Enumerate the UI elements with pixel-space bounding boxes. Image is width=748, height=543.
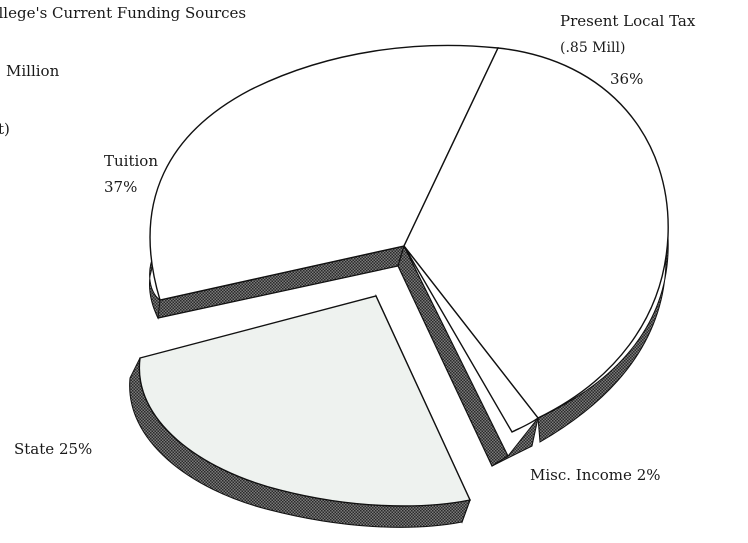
- label-local-tax-percent: 36%: [610, 70, 644, 88]
- slice-state: [138, 295, 472, 507]
- label-misc-name: Misc. Income: [530, 466, 632, 484]
- label-misc: Misc. Income 2%: [530, 466, 661, 485]
- chart-title: College's Current Funding Sources: [0, 4, 247, 22]
- label-tuition: Tuition: [104, 152, 158, 170]
- slice-tuition-outer-side: [149, 251, 161, 320]
- slice-misc: [403, 245, 539, 433]
- slice-tuition: [149, 44, 500, 301]
- subtitle-line-2: t): [0, 120, 10, 138]
- slice-misc-side-front: [491, 417, 539, 467]
- label-misc-percent: 2%: [636, 466, 661, 484]
- label-local-tax-note: (.85 Mill): [560, 40, 626, 56]
- slice-local-tax-side: [537, 235, 669, 443]
- label-local-tax: Present Local Tax: [560, 12, 696, 30]
- subtitle-line-1: Million: [6, 62, 60, 80]
- label-state-name: State: [14, 440, 55, 458]
- label-state-percent: 25%: [58, 440, 93, 458]
- slice-local-tax: [403, 47, 669, 419]
- label-tuition-percent: 37%: [104, 178, 138, 196]
- label-state: State 25%: [14, 440, 92, 459]
